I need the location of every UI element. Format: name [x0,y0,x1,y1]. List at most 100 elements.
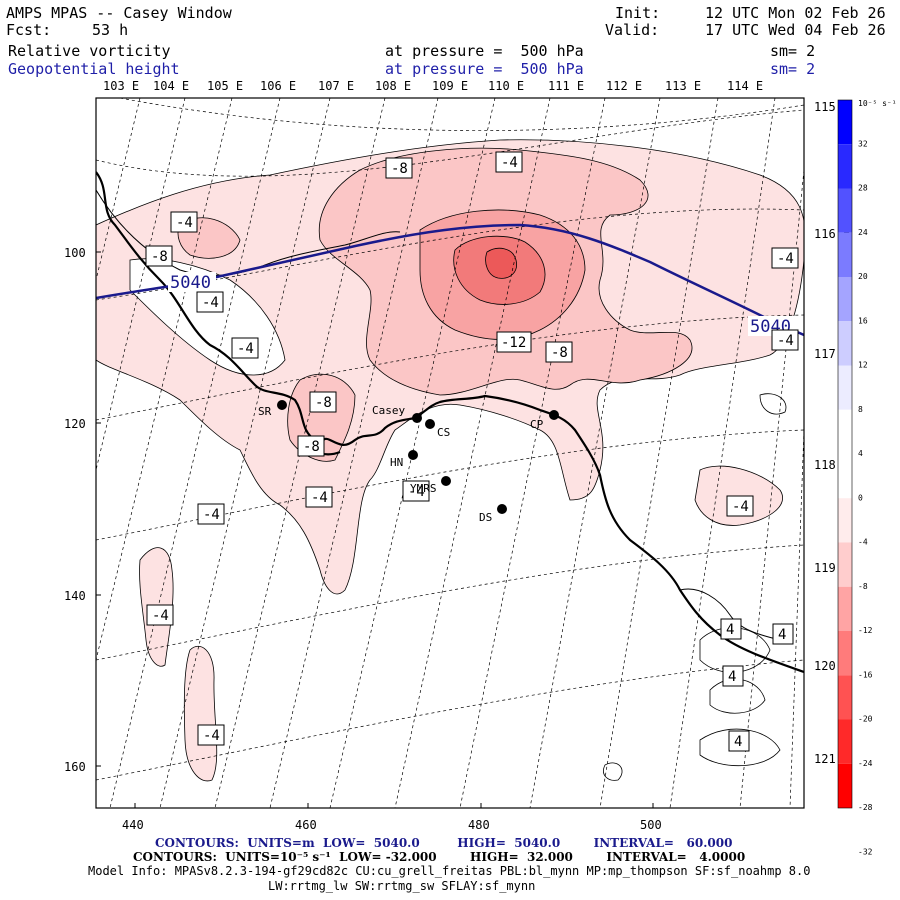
vort-label: -8 [391,161,408,177]
station-marker [277,400,287,410]
valid-time: 17 UTC Wed 04 Feb 26 [705,21,886,39]
colorbar-label: 8 [858,405,863,414]
vort-label: -4 [311,490,328,506]
colorbar-label: -24 [858,759,873,768]
field2-smoothing: sm= 2 [770,60,816,78]
vort-label-box: -4 [771,329,799,351]
vort-label: -8 [151,249,168,265]
colorbar-label: 16 [858,316,868,325]
stations: SR Casey CS HN YMRS CP DS [258,400,559,524]
station-label: Casey [372,404,405,417]
lon-label: 103 E [103,79,139,93]
lon-label: 112 E [606,79,642,93]
colorbar-label: -16 [858,670,873,679]
colorbar-swatch [838,498,852,543]
colorbar-swatch [838,188,852,233]
lon-label: 106 E [260,79,296,93]
colorbar-label: -4 [858,538,868,547]
y-tick-label: 120 [64,417,86,431]
vort-label-box: -4 [771,247,799,269]
map-title: AMPS MPAS -- Casey Window [6,4,232,22]
station-marker [497,504,507,514]
lon-label: 110 E [488,79,524,93]
colorbar-label: -12 [858,626,873,635]
colorbar-label: -20 [858,715,873,724]
station-label: DS [479,511,492,524]
vort-label-box: -4 [146,604,174,626]
lon-label: 111 E [548,79,584,93]
x-tick-label: 440 [122,818,144,832]
station-label: CS [437,426,450,439]
height-label: 5040 [170,273,211,293]
y-tick-label: 160 [64,760,86,774]
colorbar-swatch [838,454,852,499]
vort-label-box: -12 [496,331,532,353]
colorbar-label: 0 [858,493,863,502]
colorbar-label: 20 [858,272,868,281]
vort-label: -4 [176,215,193,231]
vorticity-labels: -4 -8 -4 -8 -4 -4 -4 -12 -8 -8 -8 -4 -4 … [0,0,799,752]
colorbar-swatch [838,675,852,720]
colorbar-frame [837,99,853,809]
vort-label: 4 [778,627,786,643]
field1-name: Relative vorticity [8,42,171,60]
lon-label: 107 E [318,79,354,93]
colorbar-label: 28 [858,184,868,193]
station-label: CP [530,418,544,431]
colorbar-swatch [838,631,852,676]
forecast-hour: 53 h [92,21,129,39]
colorbar: 32 28 24 20 16 12 8 4 0 -4 -8 -12 -16 -20 -24 -28 -32 [837,99,873,856]
vort-label: 4 [726,622,734,638]
vort-label-box: 4 [728,730,750,752]
colorbar-swatch [838,321,852,366]
height-label-box [168,272,216,292]
valid-label: Valid: [605,21,660,39]
lon-label: 113 E [665,79,701,93]
station-label: HN [390,456,403,469]
colorbar-swatch [838,409,852,454]
vort-label-box: -4 [197,724,225,746]
colorbar-swatch [838,542,852,587]
init-label: Init: [615,4,661,22]
station-label: YMRS [410,482,437,495]
footer-height-contours: CONTOURS: UNITS=m LOW= 5040.0 HIGH= 5040… [155,836,733,850]
vort-label-box: -8 [145,245,173,267]
colorbar-swatch [838,763,852,808]
vort-label-box: -4 [231,337,259,359]
vort-label: -4 [408,484,425,500]
footer-model-info: Model Info: MPASv8.2.3-194-gf29cd82c CU:… [88,864,811,878]
vort-label-box: -4 [495,151,523,173]
colorbar-swatch [838,586,852,631]
vort-label: -4 [152,608,169,624]
station-marker [412,413,422,423]
y-tick-label: 140 [64,589,86,603]
vort-label: -12 [501,335,526,351]
vort-label-box: -4 [305,486,333,508]
vort-label-box: 4 [772,623,794,645]
vort-label-box: -4 [197,503,225,525]
vort-label-box: -4 [170,211,198,233]
axis-labels: 100 120 140 160 440 460 480 500 [64,246,662,832]
y-tick-label: 100 [64,246,86,260]
vort-label-box: -8 [297,435,325,457]
field2-level: at pressure = 500 hPa [385,60,584,78]
field1-level: at pressure = 500 hPa [385,42,584,60]
vort-label: 4 [734,734,742,750]
colorbar-label: -32 [858,847,873,856]
x-tick-label: 480 [468,818,490,832]
vort-label: -4 [203,728,220,744]
vort-label-box: -4 [196,291,224,313]
colorbar-label: 4 [858,449,863,458]
colorbar-unit: 10⁻⁵ s⁻¹ [858,99,897,108]
vort-label: -8 [315,395,332,411]
colorbar-swatch [838,144,852,189]
forecast-label: Fcst: [6,21,52,39]
footer-model-info-2: LW:rrtmg_lw SW:rrtmg_sw SFLAY:sf_mynn [268,879,536,893]
vort-label-box: -8 [385,157,413,179]
colorbar-label: 32 [858,139,868,148]
vort-label: -4 [0,0,17,4]
vort-label-box: 4 [722,665,744,687]
vort-label: -8 [551,345,568,361]
field2-name: Geopotential height [8,60,180,78]
